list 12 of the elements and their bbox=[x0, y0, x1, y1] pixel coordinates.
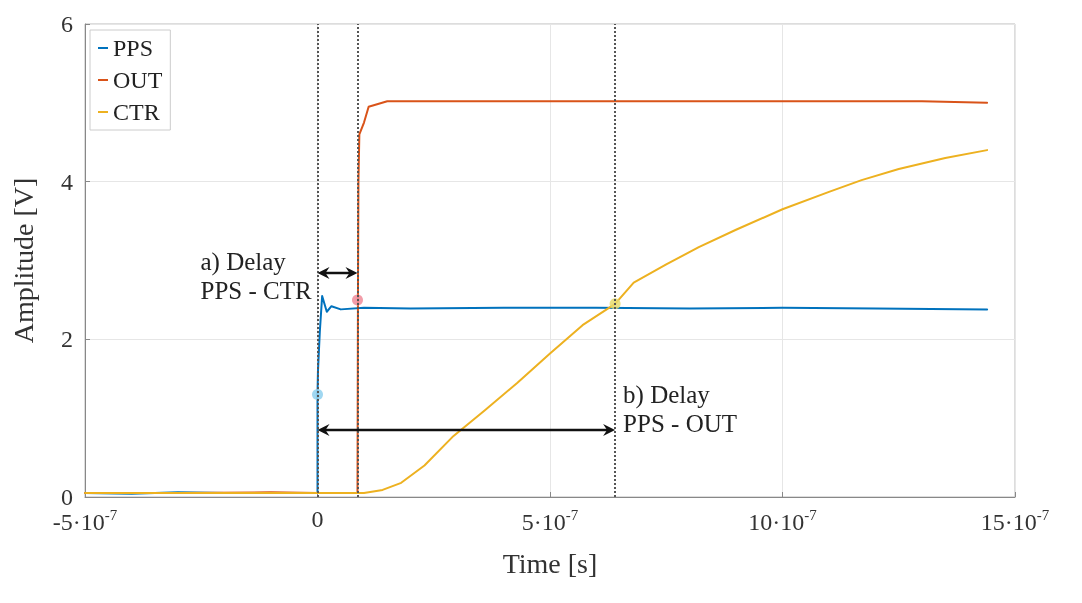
x-tick-label: 0 bbox=[311, 506, 324, 532]
annotation: b) Delay PPS - OUT bbox=[623, 380, 738, 438]
legend-label: CTR bbox=[113, 99, 160, 125]
x-axis-title: Time [s] bbox=[502, 547, 598, 579]
y-tick-label: 2 bbox=[61, 326, 73, 353]
legend-label: PPS bbox=[113, 35, 154, 61]
y-axis-title: Amplitude [V] bbox=[7, 177, 39, 344]
y-tick-label: 6 bbox=[61, 11, 73, 37]
legend-label: OUT bbox=[113, 67, 163, 93]
annotation: a) Delay PPS - CTR bbox=[200, 247, 312, 305]
y-tick-label: 4 bbox=[61, 168, 73, 195]
y-tick-label: 0 bbox=[61, 484, 73, 510]
